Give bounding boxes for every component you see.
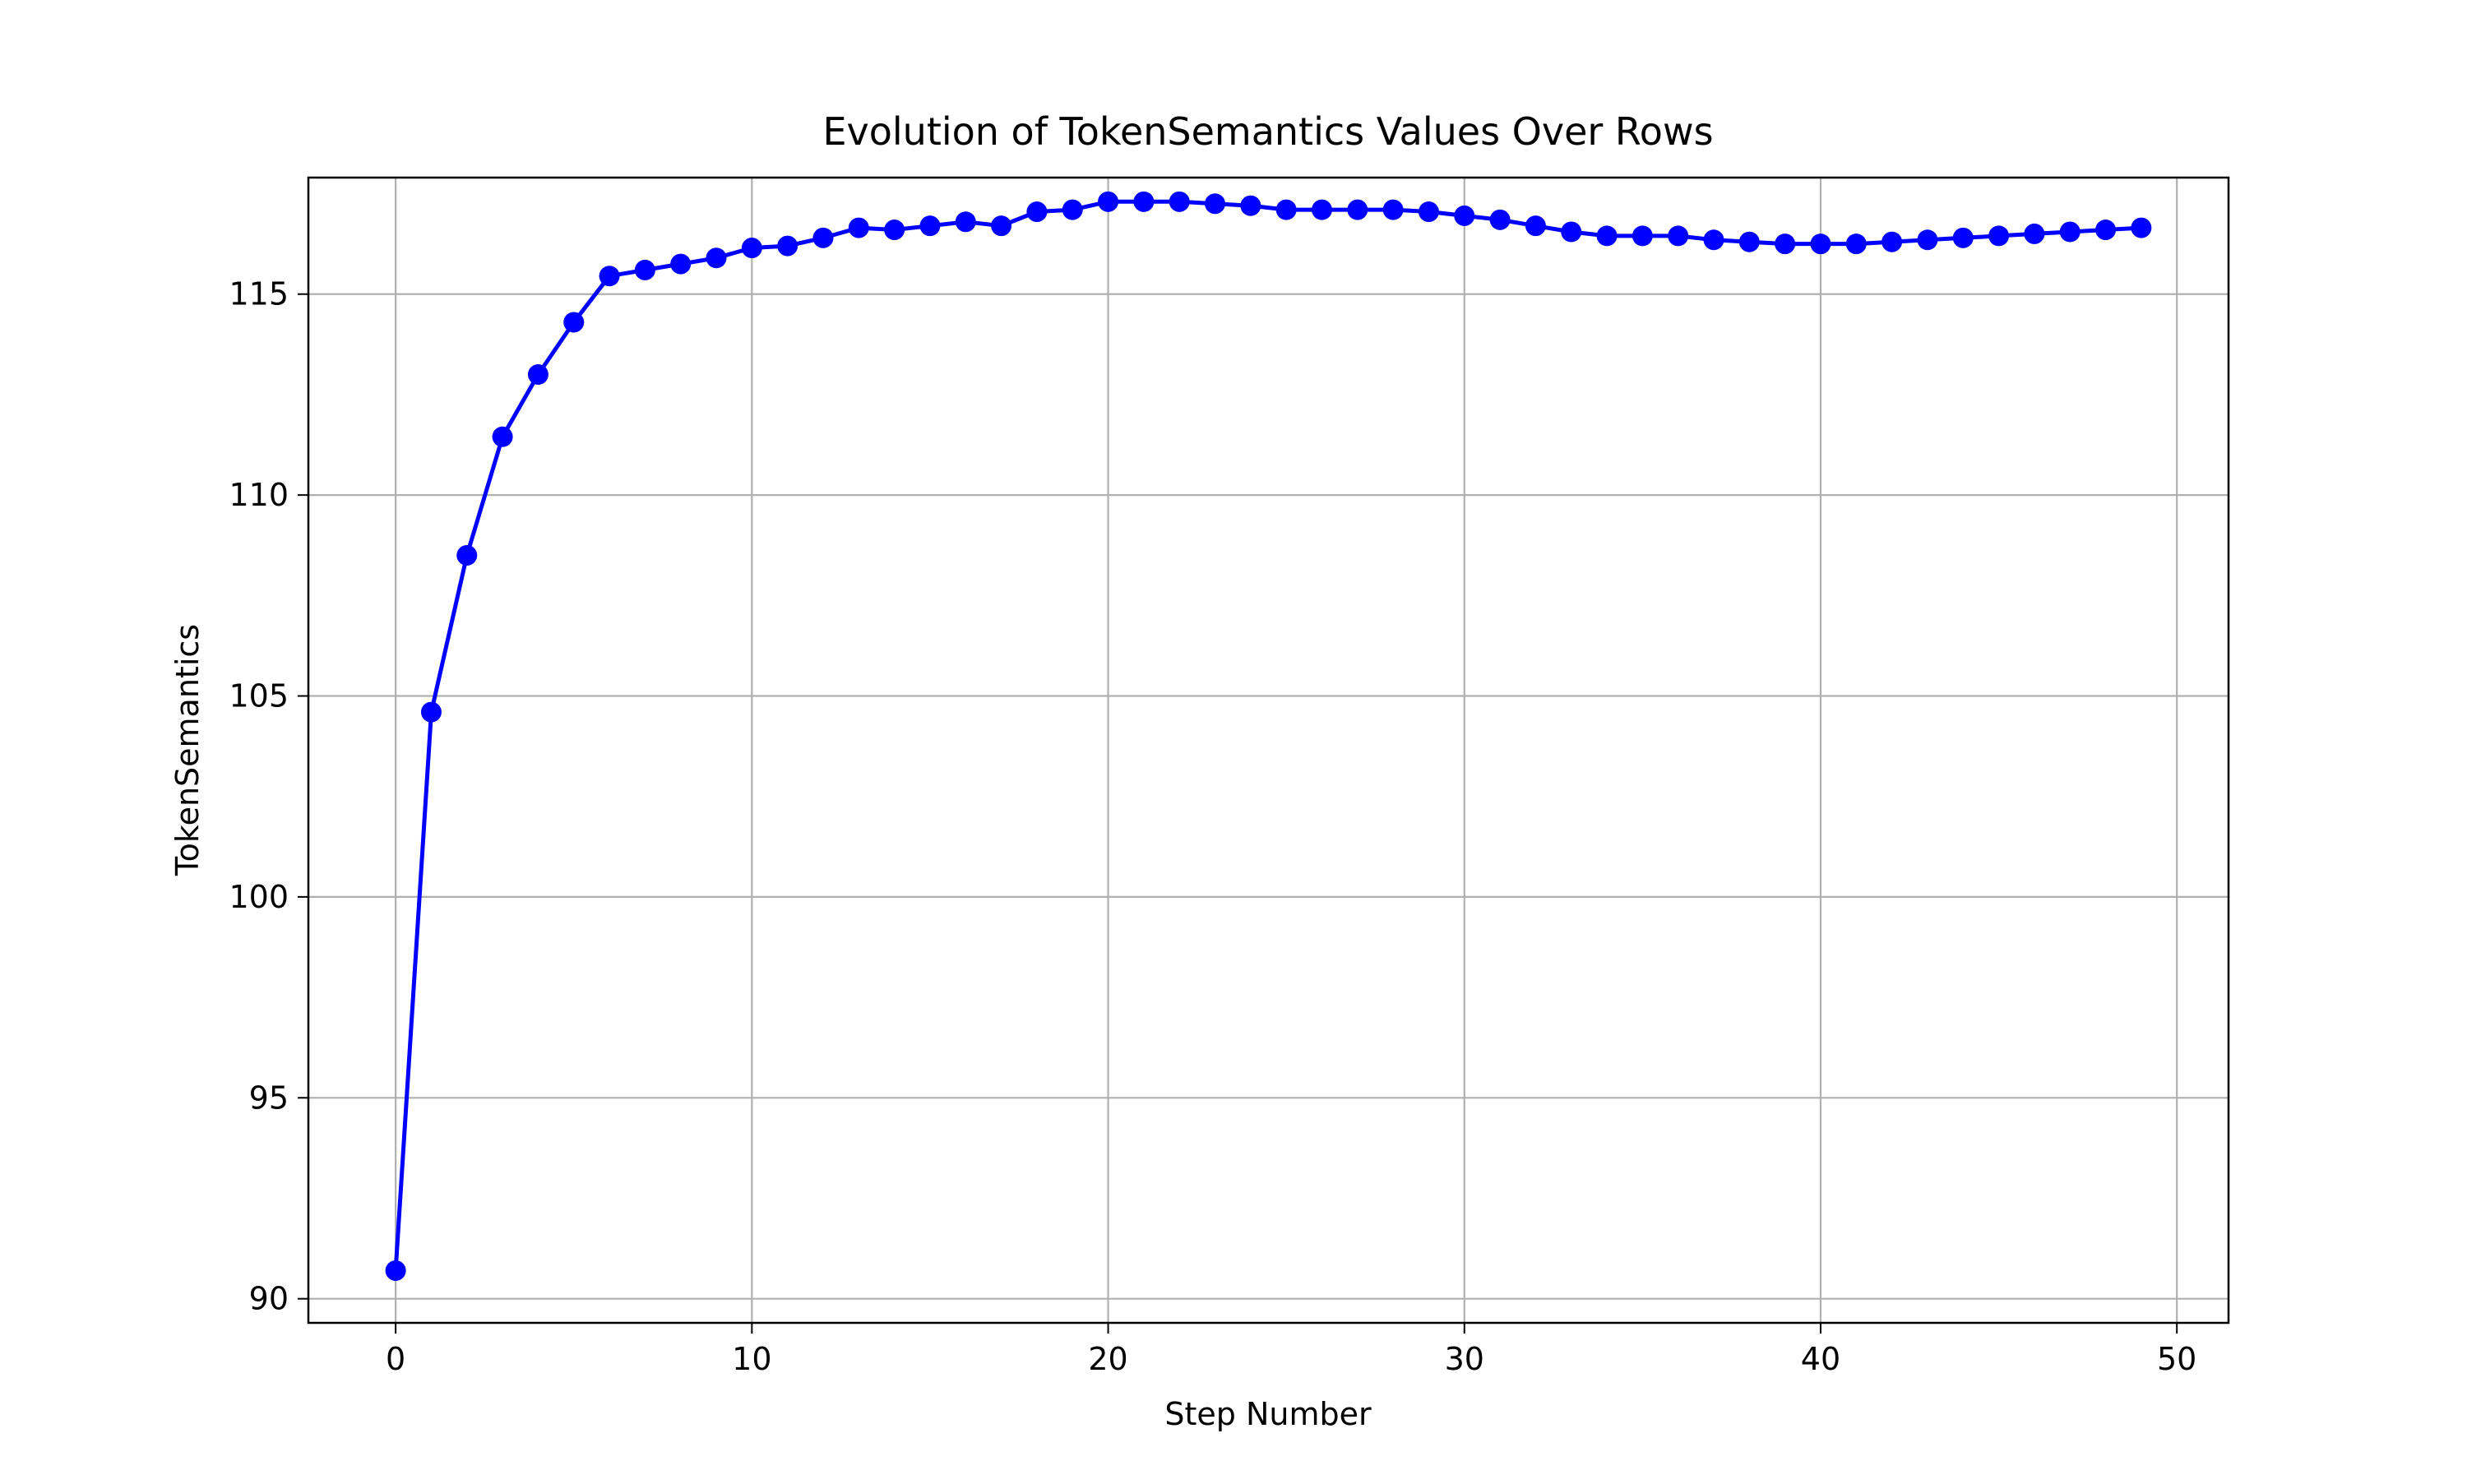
data-point <box>1988 225 2010 247</box>
data-point <box>1382 199 1404 220</box>
data-point <box>492 426 513 447</box>
data-point <box>1275 199 1297 220</box>
data-point <box>955 211 976 233</box>
data-point <box>706 247 727 269</box>
data-point <box>599 266 620 287</box>
data-point <box>777 235 798 257</box>
data-point <box>1062 199 1083 220</box>
data-point <box>527 363 548 385</box>
x-tick-label: 50 <box>2157 1341 2196 1377</box>
y-tick-label: 90 <box>249 1281 289 1317</box>
data-point <box>1240 195 1261 216</box>
data-point <box>884 220 905 241</box>
data-point <box>1775 233 1796 255</box>
x-tick-label: 10 <box>732 1341 771 1377</box>
data-point <box>420 701 442 723</box>
data-point <box>741 238 762 259</box>
y-tick-label: 105 <box>229 678 289 714</box>
y-axis-label: TokenSemantics <box>169 624 206 876</box>
data-point <box>848 217 869 238</box>
data-point <box>1668 225 1689 247</box>
data-point <box>1454 205 1475 226</box>
series-layer <box>385 191 2152 1281</box>
data-point <box>919 215 941 237</box>
data-point <box>1347 199 1368 220</box>
data-point <box>1810 233 1831 255</box>
data-point <box>812 227 834 248</box>
data-point <box>1026 201 1048 223</box>
data-point <box>563 312 585 333</box>
data-point <box>1489 209 1511 230</box>
data-point <box>1098 191 1119 212</box>
data-point <box>1133 191 1155 212</box>
x-tick-label: 0 <box>386 1341 405 1377</box>
data-point <box>385 1260 406 1281</box>
data-point <box>1952 227 1974 248</box>
data-point <box>1917 229 1938 251</box>
x-tick-label: 20 <box>1088 1341 1127 1377</box>
data-point <box>1561 221 1582 243</box>
data-point <box>1703 229 1724 251</box>
data-point <box>1311 199 1332 220</box>
data-point <box>456 544 478 566</box>
y-tick-label: 115 <box>229 276 289 312</box>
data-point <box>1738 231 1760 252</box>
data-point <box>2024 223 2045 244</box>
x-tick-label: 30 <box>1445 1341 1484 1377</box>
data-point <box>2095 220 2117 241</box>
data-point <box>1525 215 1546 237</box>
data-point <box>2131 217 2152 238</box>
axis-ticks: 0 10 20 30 40 50 90 95 100 105 110 115 <box>229 276 2196 1377</box>
grid-lines <box>308 178 2229 1323</box>
x-tick-label: 40 <box>1801 1341 1840 1377</box>
data-point <box>991 215 1012 237</box>
chart-title: Evolution of TokenSemantics Values Over … <box>822 109 1713 154</box>
data-point <box>1418 201 1439 223</box>
data-point <box>1845 233 1867 255</box>
data-point <box>1169 191 1190 212</box>
data-point <box>1881 231 1903 252</box>
data-point <box>1205 193 1226 215</box>
x-axis-label: Step Number <box>1164 1396 1372 1432</box>
plot-frame <box>307 176 2230 1325</box>
data-point <box>1632 225 1653 247</box>
data-point <box>1596 225 1618 247</box>
data-point <box>2059 221 2081 243</box>
y-tick-label: 110 <box>229 477 289 513</box>
data-point <box>670 253 692 275</box>
y-tick-label: 95 <box>249 1079 289 1116</box>
y-tick-label: 100 <box>229 879 289 915</box>
data-point <box>634 259 655 280</box>
